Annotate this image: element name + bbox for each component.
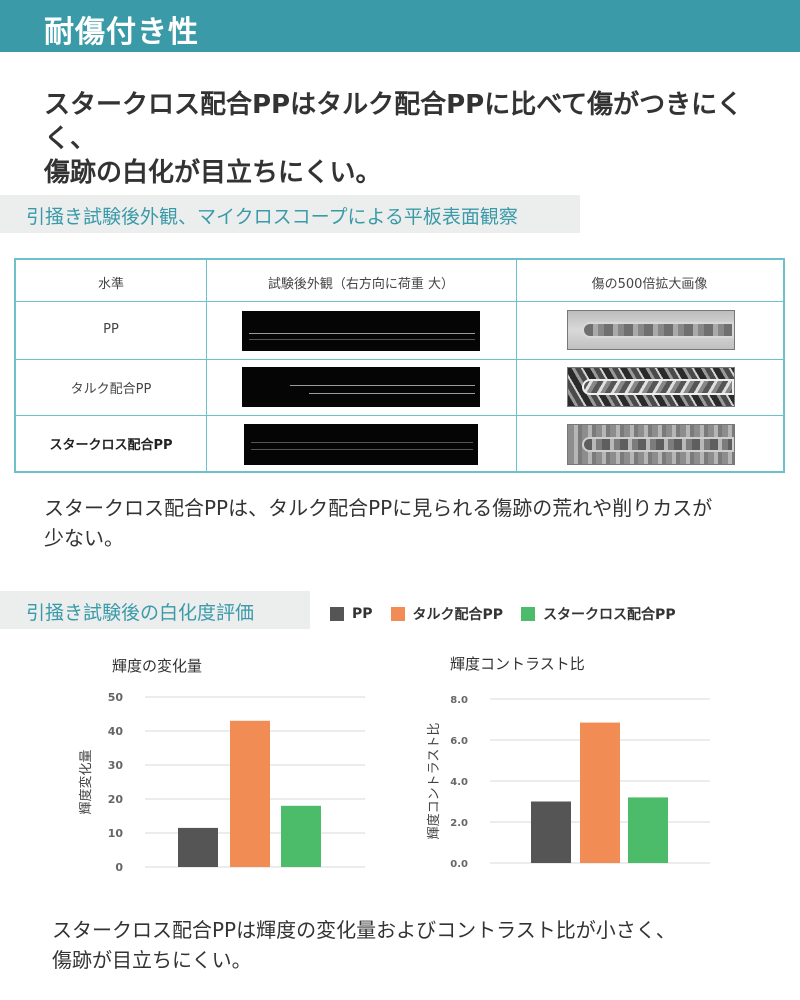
header-bar: 耐傷付き性: [0, 0, 800, 52]
bar-pp: [531, 801, 571, 863]
table-divider: [516, 260, 517, 471]
table-row-label-talc: タルク配合PP: [70, 382, 152, 397]
y-tick-label: 40: [108, 725, 124, 738]
table-row-label-starcross: スタークロス配合PP: [49, 438, 173, 453]
micro-image-starcross: [567, 424, 735, 465]
bar-talc: [580, 722, 620, 863]
scratch-image-talc: [242, 367, 480, 407]
legend-label-talc: タルク配合PP: [412, 607, 504, 623]
table-row-label-pp: PP: [103, 322, 119, 337]
legend-swatch-pp: [330, 607, 344, 621]
section-heading-whitening-label: 引掻き試験後の白化度評価: [26, 602, 255, 624]
table-divider: [16, 415, 783, 416]
observation-summary: スタークロス配合PPは、タルク配合PPに見られる傷跡の荒れや削りカスが 少ない。: [44, 493, 784, 553]
table-divider: [16, 359, 783, 360]
table-header-appearance: 試験後外観（右方向に荷重 大）: [267, 277, 455, 292]
observation-summary-line-2: 少ない。: [44, 526, 124, 550]
table-header-magnified: 傷の500倍拡大画像: [591, 277, 708, 292]
y-tick-label: 6.0: [450, 736, 468, 747]
whitening-summary: スタークロス配合PPは輝度の変化量およびコントラスト比が小さく、 傷跡が目立ちに…: [52, 915, 782, 975]
whitening-summary-line-1: スタークロス配合PPは輝度の変化量およびコントラスト比が小さく、: [52, 918, 676, 942]
y-axis-label: 輝度変化量: [78, 749, 94, 814]
bar-starcross: [281, 805, 321, 867]
legend-swatch-talc: [390, 607, 405, 621]
y-tick-label: 2.0: [450, 818, 468, 829]
legend-label-starcross: スタークロス配合PP: [543, 607, 676, 623]
y-tick-label: 8.0: [450, 695, 468, 706]
table-divider: [16, 301, 783, 302]
y-tick-label: 10: [108, 827, 124, 840]
lead-line-1: スタークロス配合PPはタルク配合PPに比べて傷がつきにくく、: [44, 90, 743, 154]
legend-item-talc: タルク配合PP: [390, 604, 504, 624]
y-tick-label: 20: [108, 793, 124, 806]
scratch-image-pp: [242, 311, 480, 351]
y-tick-label: 4.0: [450, 777, 468, 788]
legend-swatch-starcross: [521, 607, 536, 621]
y-tick-label: 30: [108, 759, 124, 772]
legend-label-pp: PP: [352, 606, 373, 622]
bar-talc: [230, 720, 270, 867]
micro-image-talc: [567, 367, 735, 407]
bar-pp: [178, 827, 218, 867]
observation-summary-line-1: スタークロス配合PPは、タルク配合PPに見られる傷跡の荒れや削りカスが: [44, 496, 713, 520]
page-title: 耐傷付き性: [44, 15, 199, 50]
chart-title-contrast-ratio: 輝度コントラスト比: [450, 655, 585, 673]
scratch-image-starcross: [244, 424, 478, 465]
lead-text: スタークロス配合PPはタルク配合PPに比べて傷がつきにくく、 傷跡の白化が目立ち…: [44, 88, 784, 190]
chart-contrast-ratio: 0.0 2.0 4.0 6.0 8.0 輝度コントラスト比: [426, 695, 710, 870]
whitening-summary-line-2: 傷跡が目立ちにくい。: [52, 948, 252, 972]
y-tick-label: 50: [108, 691, 124, 704]
chart-legend: PP タルク配合PP スタークロス配合PP: [330, 603, 694, 625]
legend-item-starcross: スタークロス配合PP: [521, 604, 676, 624]
legend-item-pp: PP: [330, 606, 373, 622]
y-tick-label: 0: [115, 861, 123, 874]
section-heading-whitening: 引掻き試験後の白化度評価: [0, 591, 310, 629]
table-header-level: 水準: [97, 277, 124, 292]
y-axis-label: 輝度コントラスト比: [426, 723, 442, 840]
observation-table: 水準 試験後外観（右方向に荷重 大） 傷の500倍拡大画像 PP タルク配合PP…: [14, 258, 785, 473]
section-heading-observation: 引掻き試験後外観、マイクロスコープによる平板表面観察: [0, 195, 580, 233]
bar-starcross: [628, 797, 668, 863]
micro-image-pp: [567, 310, 735, 350]
section-heading-observation-label: 引掻き試験後外観、マイクロスコープによる平板表面観察: [26, 206, 518, 228]
chart-luminance-change: 0 10 20 30 40 50 輝度変化量: [78, 691, 365, 874]
lead-line-2: 傷跡の白化が目立ちにくい。: [44, 158, 382, 188]
y-tick-label: 0.0: [450, 859, 468, 870]
table-divider: [206, 260, 207, 471]
chart-title-luminance-change: 輝度の変化量: [112, 657, 203, 675]
